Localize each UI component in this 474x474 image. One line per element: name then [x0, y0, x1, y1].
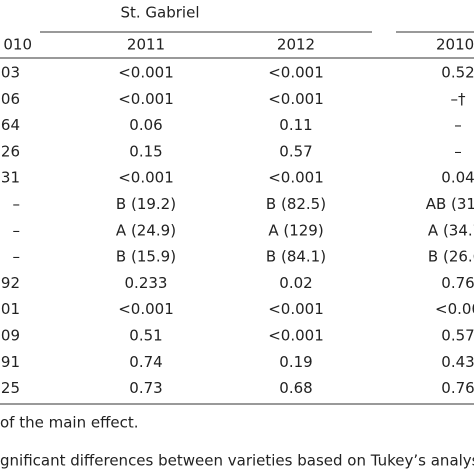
cell: 0.02 [279, 274, 312, 292]
cell: 001 [0, 300, 20, 318]
cell: 0.15 [129, 142, 162, 160]
cell: <0.001 [118, 169, 174, 187]
cell: 0.76 [441, 274, 474, 292]
cell: 91 [1, 353, 20, 371]
cell: 0.68 [279, 379, 312, 397]
cell: 26 [1, 142, 20, 160]
cell: 0.74 [129, 353, 162, 371]
footnote: gnificant differences between varieties … [0, 452, 474, 470]
cell: 006 [0, 90, 20, 108]
cell: – [13, 248, 21, 266]
column-header: 2010 [436, 36, 474, 54]
footnote: of the main effect. [0, 414, 139, 432]
cell: <0.001 [268, 300, 324, 318]
cell: B (15.9) [116, 248, 176, 266]
cell: 0.233 [125, 274, 168, 292]
cell: A (34.7) [428, 221, 474, 239]
table-body: 010 2011 2012 2010 03 <0.001 <0.001 0.52 006 <0.0… [0, 36, 474, 470]
cell: A (129) [268, 221, 323, 239]
cell: 0.04 [441, 169, 474, 187]
cell: .31 [0, 169, 20, 187]
cell: A (24.9) [116, 221, 176, 239]
cell: <0.001 [118, 90, 174, 108]
cell: 0.51 [129, 327, 162, 345]
cell: <0.001 [268, 90, 324, 108]
cell: <0.001 [118, 64, 174, 82]
cell: –† [451, 90, 467, 108]
column-header: 2011 [127, 36, 165, 54]
cell: <0.001 [268, 64, 324, 82]
cell: <0.001 [268, 327, 324, 345]
group-title: St. Gabriel [120, 4, 199, 22]
cell: 92 [1, 274, 20, 292]
column-header: 010 [3, 36, 32, 54]
cell: – [454, 116, 462, 134]
cell: 64 [1, 116, 20, 134]
cell: 25 [1, 379, 20, 397]
cell: 0.43 [441, 353, 474, 371]
cell: <0.00 [435, 300, 474, 318]
cell: B (84.1) [266, 248, 326, 266]
cell: AB (31.1 [426, 195, 474, 213]
cell: 0.57 [441, 327, 474, 345]
cell: B (82.5) [266, 195, 326, 213]
column-header: 2012 [277, 36, 315, 54]
cell: – [454, 142, 462, 160]
cell: 0.19 [279, 353, 312, 371]
cell: 0.06 [129, 116, 162, 134]
cell: 0.11 [279, 116, 312, 134]
cell: 09 [1, 327, 20, 345]
cell: 0.73 [129, 379, 162, 397]
cell: 0.52 [441, 64, 474, 82]
cell: B (26.6) [428, 248, 474, 266]
cell: 0.76 [441, 379, 474, 397]
cell: – [13, 221, 21, 239]
cell: <0.001 [118, 300, 174, 318]
cell: <0.001 [268, 169, 324, 187]
cell: 0.57 [279, 142, 312, 160]
cell: B (19.2) [116, 195, 176, 213]
cell: 03 [1, 64, 20, 82]
cell: – [13, 195, 21, 213]
